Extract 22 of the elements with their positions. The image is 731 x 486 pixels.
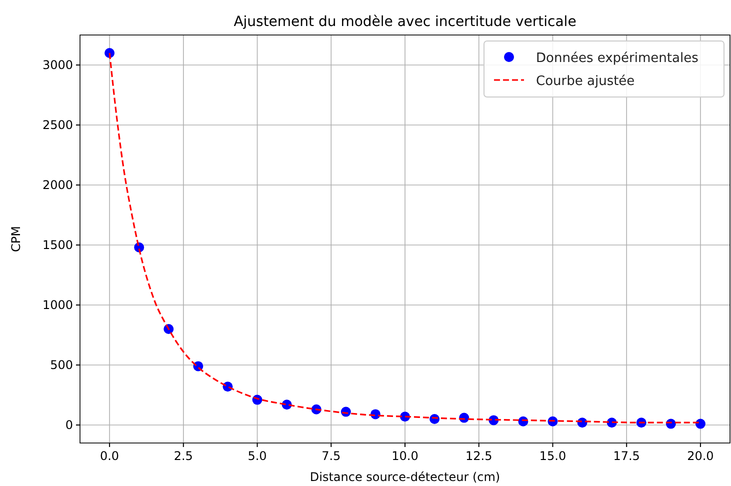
legend-label: Données expérimentales bbox=[536, 51, 699, 66]
y-axis-title: CPM bbox=[9, 226, 23, 252]
x-tick-label: 7.5 bbox=[322, 449, 341, 463]
chart-title: Ajustement du modèle avec incertitude verticale bbox=[234, 14, 576, 30]
y-tick-label: 2000 bbox=[42, 178, 73, 192]
y-tick-label: 500 bbox=[50, 358, 73, 372]
x-tick-label: 10.0 bbox=[392, 449, 418, 463]
x-tick-label: 2.5 bbox=[174, 449, 193, 463]
x-tick-label: 12.5 bbox=[466, 449, 492, 463]
y-tick-label: 0 bbox=[65, 418, 73, 432]
y-tick-label: 3000 bbox=[42, 58, 73, 72]
x-tick-label: 17.5 bbox=[613, 449, 640, 463]
x-tick-label: 15.0 bbox=[539, 449, 566, 463]
x-axis-title: Distance source-détecteur (cm) bbox=[310, 470, 500, 484]
y-tick-label: 1500 bbox=[42, 238, 73, 252]
x-tick-label: 5.0 bbox=[248, 449, 267, 463]
x-tick-label: 20.0 bbox=[687, 449, 714, 463]
y-tick-label: 1000 bbox=[42, 298, 73, 312]
y-tick-label: 2500 bbox=[42, 118, 73, 132]
x-tick-label: 0.0 bbox=[100, 449, 120, 463]
point bbox=[695, 418, 706, 429]
legend-label: Courbe ajustée bbox=[536, 74, 635, 89]
